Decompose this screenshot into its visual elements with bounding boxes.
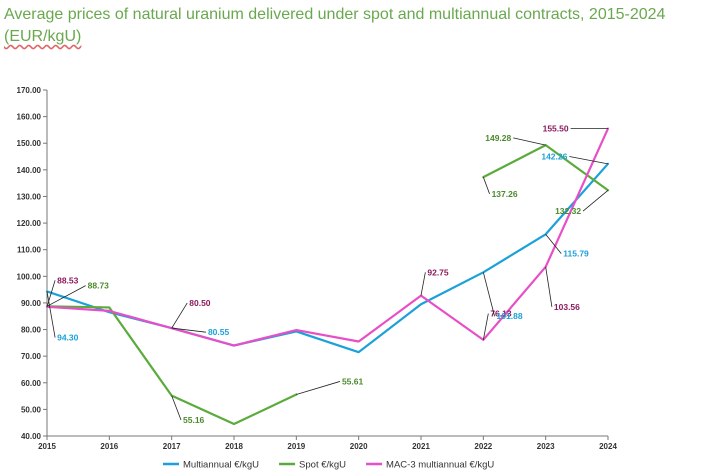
y-tick-label: 70.00 [21, 352, 42, 361]
data-label-leader [420, 272, 426, 296]
data-label-leader [569, 156, 609, 165]
y-tick-label: 80.00 [21, 326, 42, 335]
x-tick-label: 2019 [287, 442, 305, 451]
data-label-leader [482, 272, 495, 317]
y-tick-label: 130.00 [17, 192, 42, 201]
y-tick-label: 140.00 [17, 166, 42, 175]
x-tick-label: 2018 [225, 442, 243, 451]
y-tick-label: 60.00 [21, 379, 42, 388]
chart-title-unit: (EUR/kgU) [4, 28, 82, 45]
x-tick-label: 2024 [599, 442, 617, 451]
y-tick-label: 40.00 [21, 432, 42, 441]
x-tick-label: 2022 [474, 442, 492, 451]
data-label: 137.26 [492, 189, 518, 199]
y-tick-label: 120.00 [17, 219, 42, 228]
data-label-leader [545, 234, 562, 254]
chart-title: Average prices of natural uranium delive… [4, 4, 708, 48]
legend-label-1: Multiannual €/kgU [183, 460, 259, 471]
x-tick-label: 2015 [38, 442, 56, 451]
data-label: 80.50 [189, 298, 211, 308]
data-label: 101.88 [497, 311, 523, 321]
data-label: 94.30 [57, 333, 79, 343]
data-label: 88.73 [88, 281, 110, 291]
data-label-leader [482, 176, 490, 194]
data-label-leader [482, 313, 489, 340]
data-label: 92.75 [427, 267, 449, 277]
data-label-leader [582, 189, 609, 212]
data-label-leader [171, 327, 206, 333]
chart-title-main: Average prices of natural uranium delive… [4, 6, 666, 23]
legend-label-3: MAC-3 multiannual €/kgU [386, 460, 494, 471]
data-label: 155.50 [543, 124, 569, 134]
y-tick-label: 170.00 [17, 86, 42, 95]
data-label: 76.13 [490, 309, 512, 319]
data-label: 149.28 [485, 133, 511, 143]
data-label-leader [171, 302, 188, 329]
y-tick-label: 100.00 [17, 272, 42, 281]
data-label-leader [46, 291, 56, 338]
x-tick-label: 2016 [100, 442, 118, 451]
data-label: 80.55 [208, 327, 230, 337]
data-label-leader [46, 280, 56, 307]
data-label: 88.53 [57, 275, 79, 285]
y-tick-label: 110.00 [17, 246, 42, 255]
y-tick-label: 90.00 [21, 299, 42, 308]
y-tick-label: 150.00 [17, 139, 42, 148]
y-tick-label: 50.00 [21, 405, 42, 414]
series-line-3 [45, 127, 610, 347]
x-tick-label: 2020 [350, 442, 368, 451]
legend-label-2: Spot €/kgU [299, 460, 346, 471]
data-label: 103.56 [554, 302, 580, 312]
data-label: 132.32 [555, 206, 581, 216]
data-label-leader [171, 395, 182, 421]
series-line-1 [45, 162, 610, 354]
data-label: 142.26 [541, 152, 567, 162]
data-label: 115.79 [563, 249, 589, 259]
data-label: 55.16 [183, 415, 205, 425]
data-label-leader [513, 137, 546, 146]
data-label-leader [545, 266, 553, 307]
x-tick-label: 2021 [412, 442, 430, 451]
data-label-leader [46, 285, 86, 307]
y-tick-label: 160.00 [17, 113, 42, 122]
x-tick-label: 2023 [537, 442, 555, 451]
series-line-2 [45, 305, 298, 426]
data-label-leader [296, 381, 341, 395]
data-label: 55.61 [342, 376, 364, 386]
x-tick-label: 2017 [163, 442, 181, 451]
